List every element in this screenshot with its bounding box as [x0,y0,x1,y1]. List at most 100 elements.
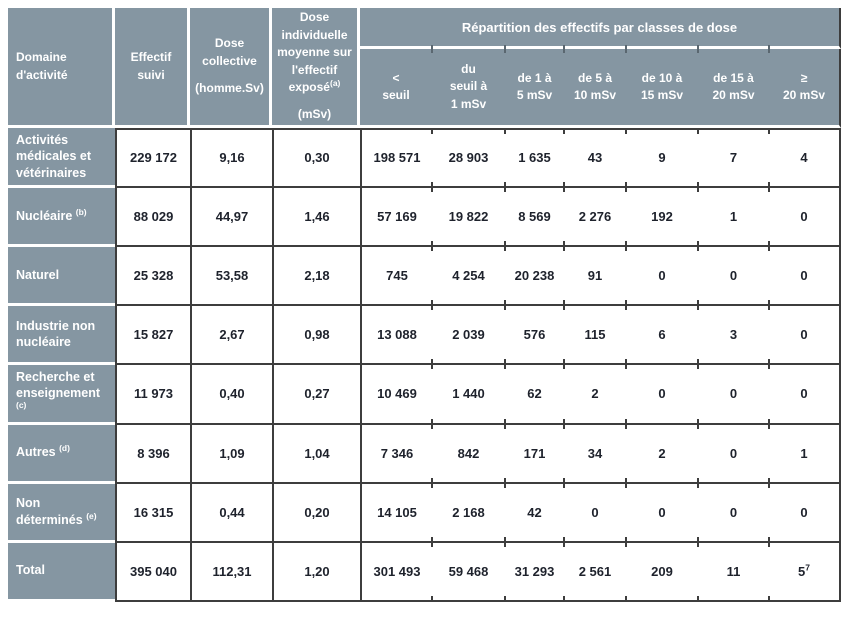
data-cell: 301 493 [360,542,432,602]
row-label: Non déterminés (e) [8,483,115,543]
header-effectif-label: Effectif suivi [130,50,172,82]
row-label: Total [8,542,115,602]
data-cell: 0 [767,244,842,306]
header-class-15-20msv: de 15 à 20 mSv [697,45,769,128]
data-cell: 209 [625,540,698,602]
data-cell: 7 346 [360,424,432,484]
data-cell: 0,20 [272,483,360,543]
data-cell: 171 [504,422,564,484]
data-cell: 745 [360,246,432,306]
header-domaine-label: Domaine d'activité [16,50,68,82]
data-cell: 198 571 [360,128,432,188]
header-class-seuil-1msv: du seuil à 1 mSv [431,45,505,128]
row-label: Industrie non nucléaire [8,305,115,365]
data-cell: 0 [767,303,842,365]
data-cell: 9 [625,128,698,188]
header-class-5-10msv: de 5 à 10 mSv [563,45,626,128]
header-class-sous-seuil: < seuil [360,49,432,128]
table-body: Activités médicales et vétérinaires 229 1… [8,128,842,602]
data-cell: 1 [767,422,842,484]
data-cell: 0 [767,481,842,543]
footnote-ref: (c) [16,400,27,411]
data-cell: 14 105 [360,483,432,543]
data-cell: 2 039 [431,303,505,365]
data-cell: 16 315 [115,483,190,543]
table-row: Naturel 25 328 53,58 2,18 745 4 254 20 238 91 0 0… [8,244,842,306]
data-cell: 0 [563,481,626,543]
data-cell: 842 [431,422,505,484]
row-label: Autres (d) [8,424,115,484]
data-cell: 1,04 [272,424,360,484]
dose-table-container: Domaine d'activité Effectif suivi Dose c… [8,8,842,602]
data-cell: 2 168 [431,481,505,543]
table-row: Activités médicales et vétérinaires 229 1… [8,128,842,188]
table-row: Total 395 040 112,31 1,20 301 493 59 468 31 29… [8,540,842,602]
data-cell: 13 088 [360,305,432,365]
header-domaine-activite: Domaine d'activité [8,8,115,128]
data-cell: 10 469 [360,364,432,425]
data-cell: 62 [504,362,564,425]
data-cell: 115 [563,303,626,365]
data-cell: 4 [767,128,842,188]
data-cell: 229 172 [115,128,190,188]
data-cell: 0 [767,185,842,247]
header-dose-collective-unit: (homme.Sv) [195,81,264,96]
data-cell: 1,46 [272,187,360,247]
data-cell: 34 [563,422,626,484]
data-cell: 1,09 [190,424,272,484]
data-cell: 4 254 [431,244,505,306]
dose-repartition-table: Domaine d'activité Effectif suivi Dose c… [8,8,842,602]
data-cell: 8 396 [115,424,190,484]
data-cell: 15 827 [115,305,190,365]
data-cell: 1 [697,185,769,247]
data-cell: 0 [697,244,769,306]
data-cell: 2,18 [272,246,360,306]
footnote-ref: 7 [805,562,810,573]
data-cell: 42 [504,481,564,543]
data-cell: 0 [697,362,769,425]
data-cell: 1 635 [504,128,564,188]
data-cell: 0,27 [272,364,360,425]
data-cell: 395 040 [115,542,190,602]
data-cell: 0 [697,481,769,543]
data-cell: 6 [625,303,698,365]
data-cell: 1,20 [272,542,360,602]
data-cell: 1 440 [431,362,505,425]
header-class-10-15msv: de 10 à 15 mSv [625,45,698,128]
data-cell: 44,97 [190,187,272,247]
header-dose-collective-label: Dose collective [202,36,257,68]
data-cell: 2 [625,422,698,484]
data-cell: 20 238 [504,244,564,306]
data-cell: 0,30 [272,128,360,188]
data-cell: 112,31 [190,542,272,602]
data-cell: 91 [563,244,626,306]
data-cell: 0 [625,362,698,425]
header-class-1-5msv: de 1 à 5 mSv [504,45,564,128]
data-cell: 3 [697,303,769,365]
data-cell: 0,98 [272,305,360,365]
footnote-ref: (e) [86,510,97,521]
data-cell: 2 276 [563,185,626,247]
table-header: Domaine d'activité Effectif suivi Dose c… [8,8,842,128]
header-dose-individuelle-unit: (mSv) [297,107,332,122]
data-cell: 2 [563,362,626,425]
data-cell: 25 328 [115,246,190,306]
data-cell: 19 822 [431,185,505,247]
data-cell: 9,16 [190,128,272,188]
header-effectif-suivi: Effectif suivi [115,8,190,128]
row-label: Nucléaire (b) [8,187,115,247]
data-cell: 53,58 [190,246,272,306]
header-dose-collective: Dose collective (homme.Sv) [190,8,272,128]
data-cell: 31 293 [504,540,564,602]
data-cell: 0 [697,422,769,484]
footnote-ref-a: (a) [329,77,341,88]
header-dose-individuelle: Dose individuelle moyenne sur l'effectif… [272,8,360,128]
row-label: Activités médicales et vétérinaires [8,128,115,188]
data-cell: 0 [625,244,698,306]
data-cell: 0 [625,481,698,543]
row-label: Naturel [8,246,115,306]
data-cell: 57 [767,540,842,602]
data-cell: 2,67 [190,305,272,365]
table-row: Recherche et enseignement (c) 11 973 0,40 0… [8,362,842,425]
header-repartition-banner: Répartition des effectifs par classes de… [360,8,842,49]
